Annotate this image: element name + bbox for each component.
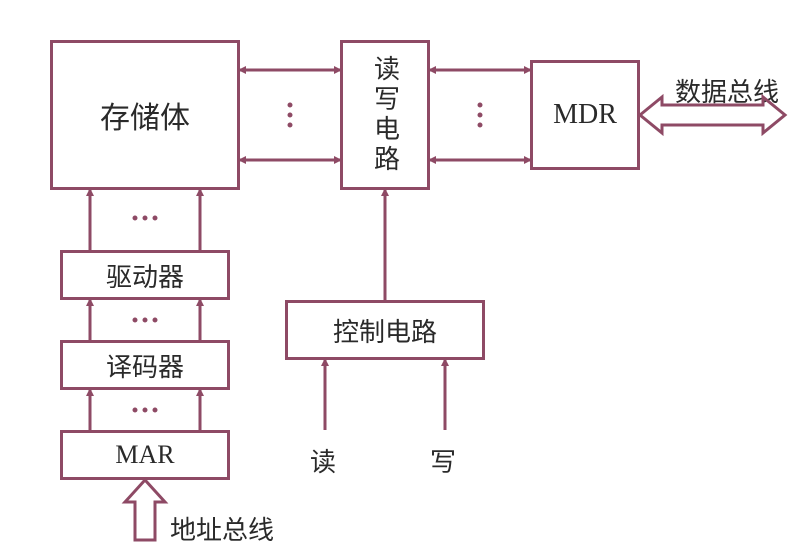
data-bus-label: 数据总线 [675,72,779,109]
decoder-box: 译码器 [60,340,230,390]
driver-label: 驱动器 [106,257,184,294]
mdr-label: MDR [553,99,617,131]
control-circuit-label: 控制电路 [333,312,437,349]
rw-circuit-box: 读写电路 [340,40,430,190]
control-circuit-box: 控制电路 [285,300,485,360]
mar-box: MAR [60,430,230,480]
read-label: 读 [310,442,336,479]
memory-box: 存储体 [50,40,240,190]
mar-label: MAR [115,440,174,470]
memory-label: 存储体 [100,93,190,137]
rw-circuit-label: 读写电路 [367,55,404,175]
decoder-label: 译码器 [106,347,184,384]
driver-box: 驱动器 [60,250,230,300]
mdr-box: MDR [530,60,640,170]
address-bus-label: 地址总线 [170,510,274,547]
write-label: 写 [430,442,456,479]
